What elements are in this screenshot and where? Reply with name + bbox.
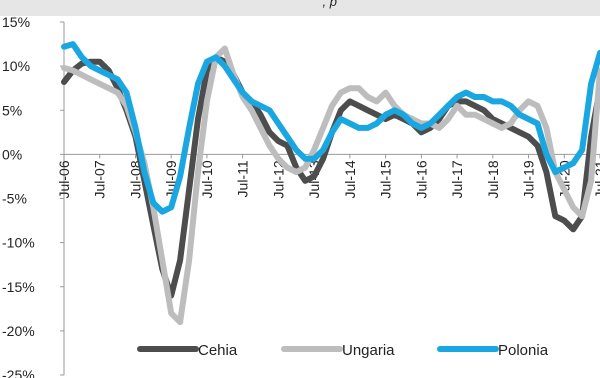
top-banner: ', p bbox=[0, 0, 600, 16]
x-tick-label: Jul-14 bbox=[342, 160, 358, 198]
y-tick-label: 0% bbox=[2, 146, 22, 162]
y-tick-label: -10% bbox=[2, 235, 35, 251]
x-tick-label: Jul-07 bbox=[92, 160, 108, 198]
x-tick-label: Jul-06 bbox=[56, 160, 72, 198]
top-banner-text: ', p bbox=[320, 0, 337, 9]
legend-label-cehia: Cehia bbox=[198, 342, 238, 359]
x-tick-label: Jul-12 bbox=[270, 160, 286, 198]
y-tick-label: -20% bbox=[2, 323, 35, 339]
y-tick-label: 15% bbox=[2, 14, 30, 30]
y-tick-label: 10% bbox=[2, 58, 30, 74]
x-tick-label: Jul-16 bbox=[413, 160, 429, 198]
series-line-ungaria bbox=[61, 45, 600, 326]
x-tick-label: Jul-18 bbox=[485, 160, 501, 198]
x-tick-label: Jul-15 bbox=[378, 160, 394, 198]
y-tick-label: -15% bbox=[2, 279, 35, 295]
x-tick-label: Jul-21 bbox=[592, 160, 600, 198]
x-tick-label: Jul-19 bbox=[521, 160, 537, 198]
x-tick-label: Jul-17 bbox=[449, 160, 465, 198]
series-line-polonia bbox=[61, 41, 600, 215]
y-tick-label: -25% bbox=[2, 367, 35, 378]
legend-label-ungaria: Ungaria bbox=[342, 342, 395, 359]
y-tick-label: -5% bbox=[2, 191, 27, 207]
legend-label-polonia: Polonia bbox=[498, 342, 549, 359]
x-tick-label: Jul-10 bbox=[199, 160, 215, 198]
x-tick-label: Jul-11 bbox=[235, 160, 251, 197]
y-tick-label: 5% bbox=[2, 102, 22, 118]
